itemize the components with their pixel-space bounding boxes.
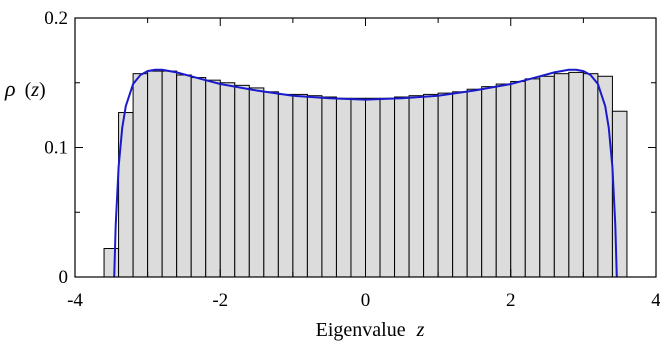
histogram-bar xyxy=(423,93,439,278)
axis-ticks xyxy=(74,17,657,278)
histogram-bar xyxy=(394,96,410,278)
y-tick-label: 0 xyxy=(59,267,69,288)
histogram-bar xyxy=(582,73,599,278)
histogram-bar xyxy=(553,73,570,278)
histogram-bar xyxy=(263,91,279,278)
histogram-bar xyxy=(292,93,308,278)
y-tick-label: 0.1 xyxy=(44,138,68,159)
y-axis-label-arg: (z) xyxy=(25,79,46,101)
histogram-bar xyxy=(277,93,294,278)
histogram-bar xyxy=(190,77,207,278)
y-tick-labels: 0 0.1 0.2 xyxy=(44,8,68,288)
histogram-bar xyxy=(103,248,120,278)
histogram-bar xyxy=(452,91,468,278)
histogram-bar xyxy=(510,80,526,278)
histogram-bar xyxy=(306,95,323,278)
x-tick-label: 2 xyxy=(506,290,516,311)
x-tick-labels: -4 -2 0 2 4 xyxy=(67,290,660,311)
histogram-bar xyxy=(437,92,454,278)
histogram-bar xyxy=(176,74,192,278)
x-axis-label: Eigenvalue z xyxy=(316,319,425,341)
histogram-bar xyxy=(321,96,337,278)
histogram-bar xyxy=(219,82,236,278)
histogram-bar xyxy=(205,79,221,278)
histogram-bar xyxy=(147,70,163,278)
histogram-bar xyxy=(481,86,497,278)
histogram-bar xyxy=(568,71,584,278)
y-tick-label: 0.2 xyxy=(44,8,68,29)
histogram-bar xyxy=(350,97,367,278)
histogram-bar xyxy=(335,97,352,278)
x-tick-label: -4 xyxy=(67,290,83,311)
y-axis-label: ρ (z) xyxy=(4,76,46,101)
histogram-bar xyxy=(495,83,512,278)
histogram-bars xyxy=(103,70,628,278)
histogram-bar xyxy=(234,84,250,278)
histogram-bar xyxy=(248,87,265,278)
histogram-bar xyxy=(524,78,541,278)
histogram-bar xyxy=(379,97,396,278)
histogram-bar xyxy=(365,97,381,278)
histogram-bar xyxy=(408,95,425,278)
x-tick-label: 0 xyxy=(361,290,371,311)
x-tick-label: 4 xyxy=(651,290,660,311)
histogram-bar xyxy=(132,73,149,278)
density-curve xyxy=(113,68,618,278)
histogram-bar xyxy=(466,88,483,278)
histogram-bar xyxy=(161,70,178,278)
x-tick-label: -2 xyxy=(212,290,228,311)
histogram-bar xyxy=(539,75,555,278)
